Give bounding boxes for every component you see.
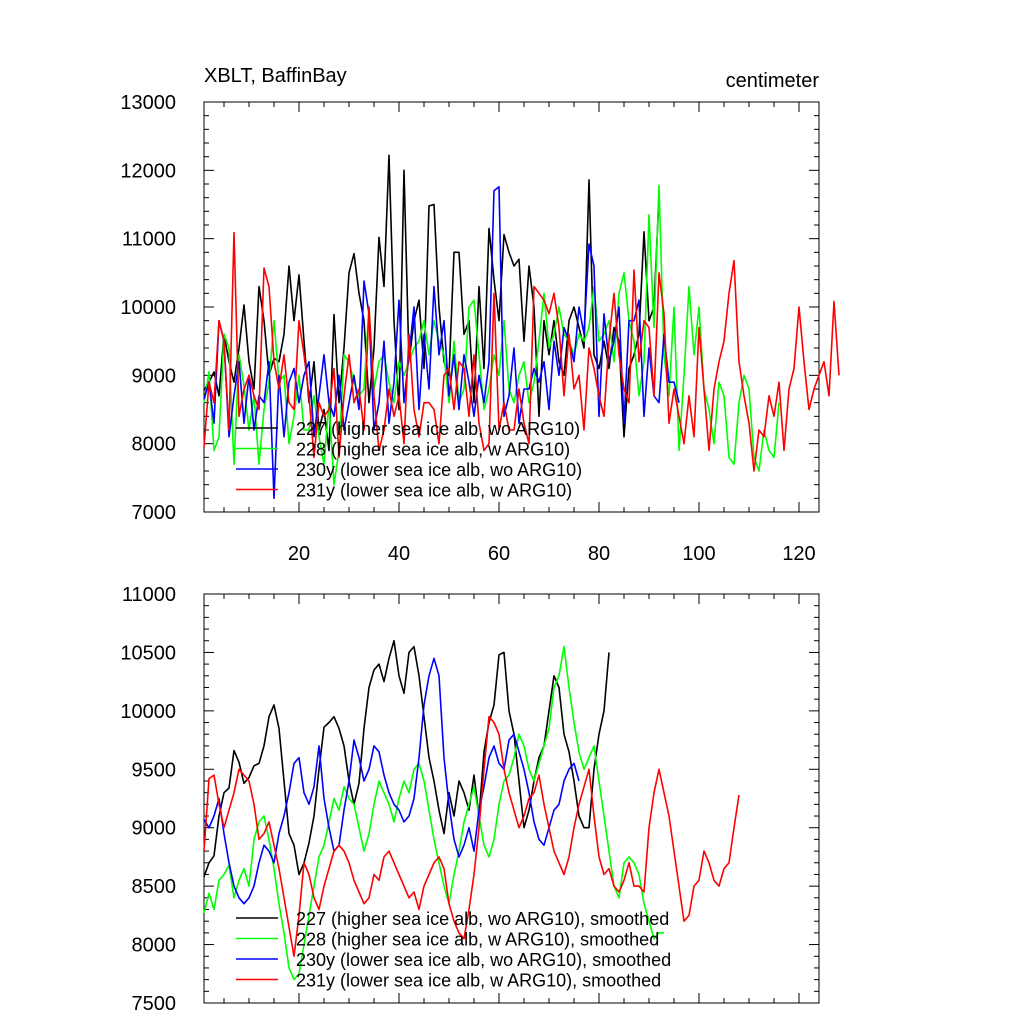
series-line-0	[203, 639, 610, 878]
y-tick-label: 9000	[132, 365, 177, 387]
y-tick-label: 10500	[120, 642, 176, 664]
legend-label-2: 230y (lower sea ice alb, wo ARG10), smoo…	[296, 950, 671, 970]
legend-label-3: 231y (lower sea ice alb, w ARG10)	[296, 481, 572, 501]
y-tick-label: 8000	[132, 935, 177, 957]
y-tick-label: 10000	[120, 297, 176, 319]
y-tick-label: 8000	[132, 434, 177, 456]
y-tick-label: 11000	[122, 584, 176, 606]
y-tick-label: 10000	[120, 701, 176, 723]
x-tick-label: 60	[488, 543, 510, 565]
series-line-2	[203, 657, 580, 905]
bottom-panel: 7500 8000 8500 9000 9500 10000 10500 11000 227 (…	[120, 584, 820, 1015]
units-label: centimeter	[726, 70, 820, 92]
series-line-3	[203, 231, 840, 472]
y-tick-label: 8500	[132, 876, 177, 898]
top-panel: XBLT, BaffinBay centimeter 7000 8000 9000 1…	[120, 65, 840, 565]
plot-frame	[203, 593, 820, 1004]
x-tick-label: 20	[288, 543, 310, 565]
y-tick-label: 13000	[120, 92, 176, 114]
y-tick-label: 9000	[132, 818, 177, 840]
y-tick-label: 11000	[122, 229, 176, 251]
legend-label-1: 228 (higher sea ice alb, w ARG10)	[296, 440, 570, 460]
y-tick-label: 7500	[132, 993, 177, 1015]
x-tick-label: 80	[588, 543, 610, 565]
x-tick-label: 120	[782, 543, 815, 565]
y-tick-label: 12000	[120, 160, 176, 182]
legend-label-0: 227 (higher sea ice alb, wo ARG10)	[296, 419, 580, 439]
legend-label-0: 227 (higher sea ice alb, wo ARG10), smoo…	[296, 909, 669, 929]
x-tick-label: 40	[388, 543, 410, 565]
legend-label-1: 228 (higher sea ice alb, w ARG10), smoot…	[296, 930, 659, 950]
y-tick-label: 7000	[132, 502, 177, 524]
legend-label-2: 230y (lower sea ice alb, wo ARG10)	[296, 460, 582, 480]
series-line-0	[203, 154, 660, 452]
series-line-1	[203, 645, 664, 981]
legend-label-3: 231y (lower sea ice alb, w ARG10), smoot…	[296, 971, 661, 991]
series-line-3	[203, 715, 740, 958]
x-tick-label: 100	[682, 543, 715, 565]
y-tick-label: 9500	[132, 759, 177, 781]
chart-title: XBLT, BaffinBay	[204, 65, 347, 87]
